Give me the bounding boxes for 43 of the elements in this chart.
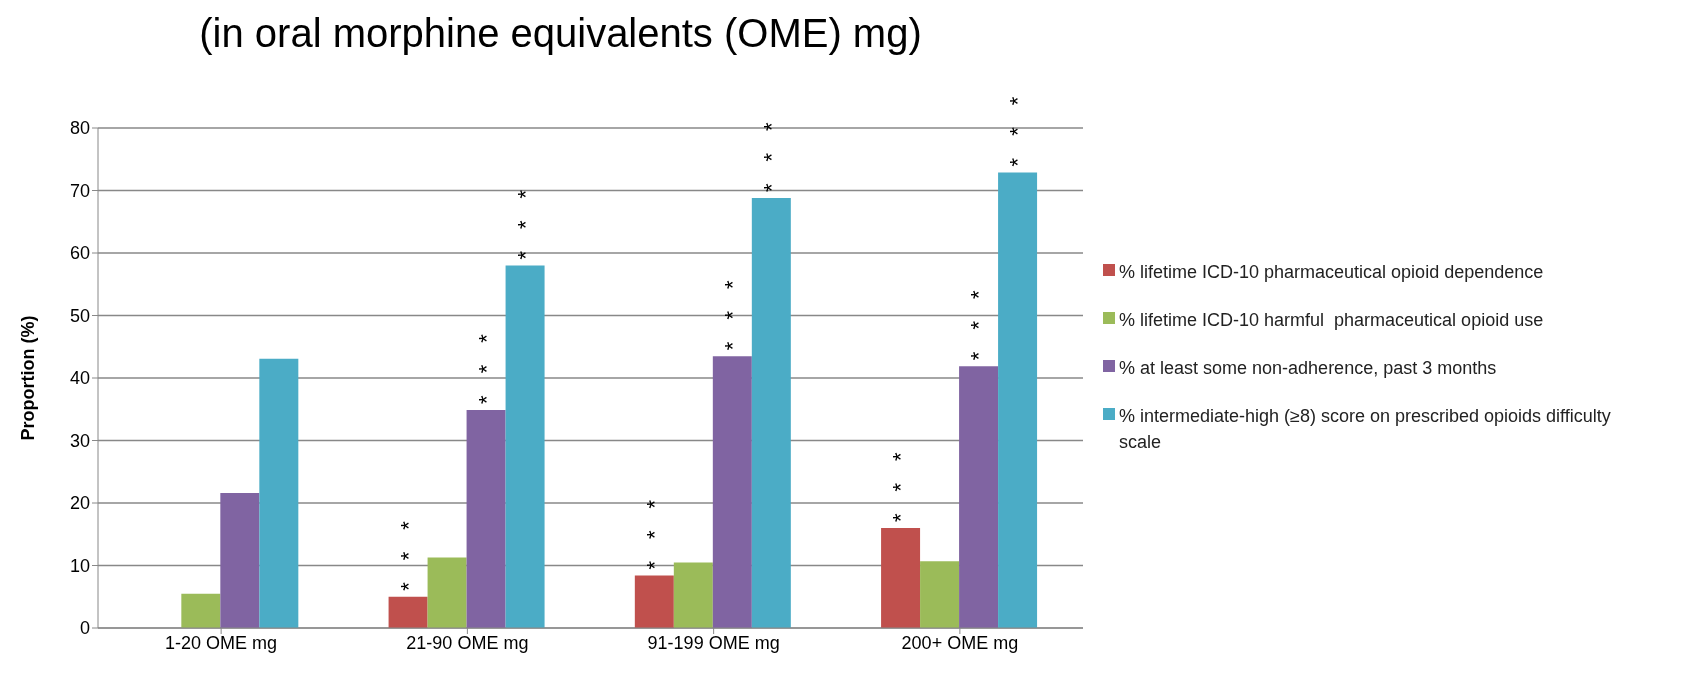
y-tick-label: 10 bbox=[69, 555, 90, 576]
data-label: *** bbox=[966, 268, 992, 361]
data-label: *** bbox=[641, 477, 667, 570]
y-tick-label: 30 bbox=[69, 430, 90, 451]
bar bbox=[427, 557, 467, 628]
data-label: *** bbox=[1005, 74, 1031, 167]
bar bbox=[712, 356, 752, 628]
y-tick-label: 80 bbox=[69, 118, 90, 139]
y-tick-label: 20 bbox=[69, 493, 90, 514]
data-label: *** bbox=[395, 499, 421, 591]
data-label: *** bbox=[888, 430, 914, 522]
bar bbox=[998, 172, 1038, 628]
y-tick-label: 40 bbox=[69, 368, 90, 389]
y-tick-label: 70 bbox=[69, 180, 90, 201]
bar bbox=[505, 265, 545, 628]
bar bbox=[959, 366, 999, 628]
bar bbox=[466, 409, 506, 628]
legend-label: % lifetime ICD-10 harmful pharmaceutical opioid use bbox=[1119, 309, 1544, 332]
legend-label: % lifetime ICD-10 pharmaceutical opioid dependence bbox=[1119, 261, 1544, 284]
x-tick-label: 200+ OME mg bbox=[901, 632, 1019, 653]
data-label: *** bbox=[512, 167, 538, 260]
legend-label: % intermediate-high (≥8) score on prescribed opioids difficulty scale bbox=[1119, 405, 1612, 454]
bar bbox=[881, 528, 921, 628]
bar bbox=[634, 575, 674, 628]
bar bbox=[259, 358, 299, 628]
y-tick-label: 50 bbox=[69, 305, 90, 326]
data-label: *** bbox=[758, 100, 784, 192]
y-tick-label: 60 bbox=[69, 243, 90, 264]
bar bbox=[220, 493, 260, 628]
y-tick-label: 0 bbox=[79, 618, 90, 639]
chart-title: (in oral morphine equivalents (OME) mg) bbox=[198, 10, 923, 57]
y-axis-title: Proportion (%) bbox=[18, 315, 39, 441]
x-tick-label: 1-20 OME mg bbox=[165, 632, 278, 653]
x-tick-label: 21-90 OME mg bbox=[406, 632, 529, 653]
bar bbox=[673, 562, 713, 628]
data-label: *** bbox=[473, 312, 499, 404]
bar bbox=[920, 561, 960, 628]
x-tick-label: 91-199 OME mg bbox=[647, 632, 780, 653]
bar bbox=[388, 596, 428, 628]
bar bbox=[181, 593, 221, 628]
data-label: *** bbox=[719, 258, 745, 351]
legend-label: % at least some non-adherence, past 3 months bbox=[1119, 357, 1497, 380]
bar bbox=[751, 198, 791, 628]
